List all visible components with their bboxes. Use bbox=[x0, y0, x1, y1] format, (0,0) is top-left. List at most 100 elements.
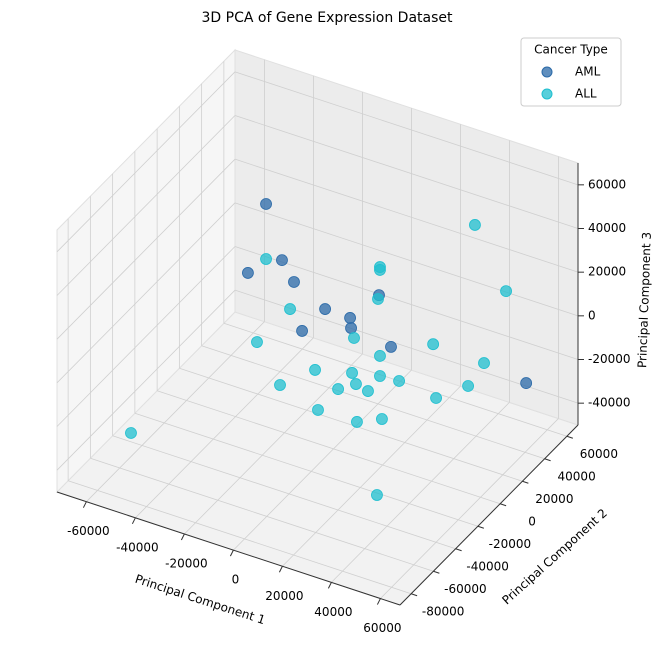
x-tick bbox=[131, 517, 136, 525]
data-point bbox=[344, 312, 356, 324]
z-tick-label: 60000 bbox=[588, 177, 626, 191]
data-point bbox=[350, 378, 362, 390]
y-tick bbox=[455, 548, 462, 552]
data-point bbox=[427, 338, 440, 351]
grid-line bbox=[234, 115, 579, 229]
y-tick-label: 20000 bbox=[535, 492, 573, 506]
data-point bbox=[296, 325, 308, 337]
axis-line bbox=[399, 424, 579, 606]
x-tick-label: 20000 bbox=[265, 589, 303, 603]
y-tick bbox=[499, 503, 507, 507]
z-tick-label: -20000 bbox=[588, 352, 631, 366]
data-point bbox=[346, 367, 358, 379]
grid-line bbox=[56, 158, 236, 340]
grid-line bbox=[112, 435, 456, 550]
grid-line bbox=[156, 390, 501, 505]
data-point bbox=[284, 303, 296, 315]
data-point bbox=[319, 303, 331, 315]
data-point bbox=[374, 264, 386, 276]
grid-line bbox=[135, 337, 314, 519]
data-point bbox=[242, 267, 254, 279]
z-tick-label: 40000 bbox=[588, 221, 626, 235]
data-point bbox=[500, 285, 512, 297]
grid-line bbox=[233, 369, 412, 551]
legend-marker bbox=[541, 66, 553, 78]
x-tick bbox=[327, 582, 332, 589]
data-point bbox=[362, 385, 374, 397]
grid-line bbox=[184, 353, 363, 535]
data-point bbox=[374, 370, 386, 382]
legend: Cancer Type AML ALL bbox=[520, 37, 622, 107]
x-tick bbox=[278, 566, 283, 573]
data-point bbox=[469, 219, 481, 231]
y-tick-label: -60000 bbox=[444, 582, 487, 596]
x-tick bbox=[229, 549, 234, 557]
grid-line bbox=[56, 115, 236, 296]
data-point bbox=[520, 377, 533, 389]
y-tick bbox=[522, 480, 529, 484]
x-tick-label: -40000 bbox=[116, 540, 159, 554]
z-axis-label: Principal Component 3 bbox=[635, 232, 654, 368]
data-point bbox=[374, 350, 386, 362]
data-point bbox=[251, 336, 263, 348]
grid-line bbox=[282, 385, 461, 567]
y-tick-label: -20000 bbox=[489, 537, 532, 551]
x-tick-label: -20000 bbox=[165, 556, 208, 570]
data-point bbox=[288, 276, 300, 288]
data-point bbox=[351, 416, 363, 428]
chart-title: 3D PCA of Gene Expression Dataset bbox=[202, 10, 454, 26]
axis-line bbox=[56, 491, 401, 606]
z-tick-label: 0 bbox=[588, 308, 596, 322]
z-tick-label: -40000 bbox=[588, 396, 631, 410]
grid-line bbox=[331, 402, 510, 583]
y-tick bbox=[566, 435, 574, 439]
legend-marker bbox=[541, 88, 553, 100]
data-point bbox=[276, 254, 288, 267]
y-tick bbox=[544, 458, 551, 462]
data-point bbox=[348, 332, 360, 344]
y-axis-label: Principal Component 2 bbox=[499, 506, 609, 607]
y-tick-label: 60000 bbox=[580, 447, 618, 461]
legend-label: ALL bbox=[575, 87, 597, 101]
grid-line bbox=[234, 246, 579, 360]
y-tick-label: -40000 bbox=[466, 559, 509, 573]
data-point bbox=[393, 375, 405, 387]
y-tick bbox=[410, 593, 418, 597]
grid-line bbox=[86, 321, 265, 502]
data-point bbox=[312, 404, 324, 416]
data-point bbox=[478, 357, 490, 369]
x-tick bbox=[376, 598, 381, 605]
x-tick-label: 0 bbox=[232, 573, 240, 587]
data-point bbox=[372, 293, 384, 305]
data-point bbox=[345, 322, 357, 334]
y-tick-label: 0 bbox=[528, 514, 536, 528]
grid-line bbox=[234, 158, 579, 273]
grid-line bbox=[380, 418, 559, 599]
x-tick bbox=[180, 533, 185, 541]
data-point bbox=[430, 392, 442, 404]
data-point bbox=[309, 364, 321, 376]
x-tick-label: 60000 bbox=[363, 621, 401, 635]
grid-line bbox=[90, 457, 434, 572]
data-point bbox=[385, 341, 397, 353]
grid-line bbox=[201, 345, 545, 460]
grid-line bbox=[56, 71, 236, 253]
y-tick-label: -80000 bbox=[422, 604, 465, 618]
z-tick-label: 20000 bbox=[588, 265, 626, 279]
data-point bbox=[462, 380, 474, 392]
data-point bbox=[371, 489, 383, 501]
data-point bbox=[376, 413, 388, 425]
data-point bbox=[125, 427, 137, 439]
x-tick-label: -60000 bbox=[67, 524, 110, 538]
data-point bbox=[274, 379, 286, 391]
grid-line bbox=[134, 412, 479, 527]
y-tick-label: 40000 bbox=[558, 469, 596, 483]
y-tick bbox=[477, 525, 485, 529]
y-tick bbox=[433, 570, 440, 574]
grid-line bbox=[67, 480, 412, 595]
data-point bbox=[260, 198, 272, 210]
x-tick bbox=[82, 501, 87, 508]
legend-label: AML bbox=[575, 65, 601, 79]
grid-line bbox=[234, 71, 579, 186]
